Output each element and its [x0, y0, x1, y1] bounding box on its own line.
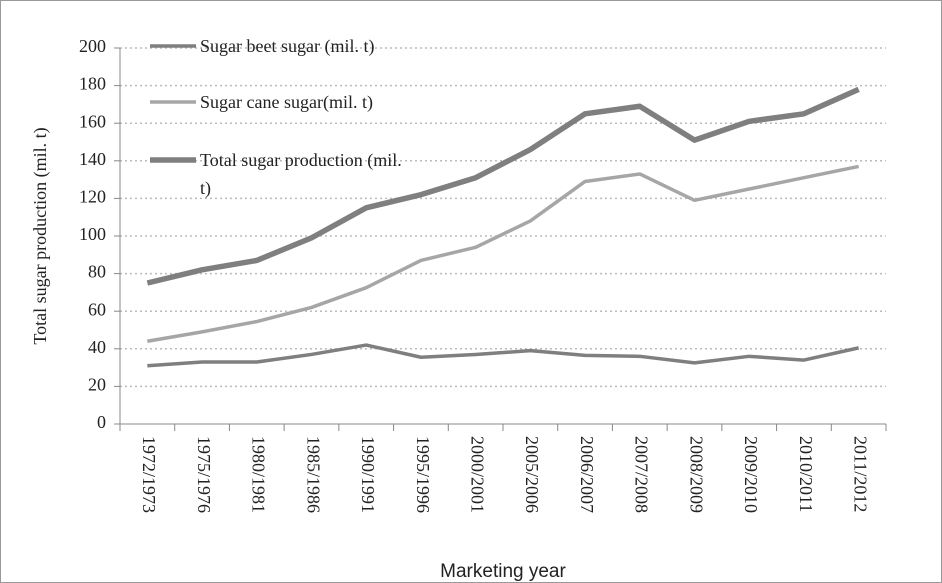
- legend-label: Sugar cane sugar(mil. t): [200, 92, 373, 112]
- y-tick-label: 60: [88, 299, 106, 319]
- x-tick-label: 2007/2008: [632, 436, 652, 513]
- series-line: [147, 343, 860, 368]
- x-tick-label: 1985/1986: [303, 436, 323, 513]
- y-tick-label: 100: [79, 224, 106, 244]
- y-axis-label: Total sugar production (mil. t): [30, 127, 51, 344]
- x-tick-label: 1995/1996: [413, 436, 433, 513]
- legend-label: Total sugar production (mil. t): [200, 150, 402, 198]
- x-tick-label: 2010/2011: [796, 436, 816, 512]
- x-tick-label: 1980/1981: [249, 436, 269, 513]
- x-tick-label: 2000/2001: [468, 436, 488, 513]
- x-tick-label: 1975/1976: [194, 436, 214, 513]
- y-tick-label: 20: [88, 375, 106, 395]
- x-tick-label: 1972/1973: [139, 436, 159, 513]
- y-tick-label: 0: [97, 412, 106, 432]
- series-line: [147, 164, 859, 344]
- x-tick-label: 2005/2006: [522, 436, 542, 513]
- y-tick-label: 120: [79, 187, 106, 207]
- y-tick-label: 80: [88, 262, 106, 282]
- x-tick-label: 2008/2009: [686, 436, 706, 513]
- y-tick-label: 40: [88, 337, 106, 357]
- x-axis-label: Marketing year: [440, 561, 566, 582]
- y-tick-label: 140: [79, 149, 106, 169]
- series-line: [146, 86, 860, 286]
- x-tick-label: 2009/2010: [741, 436, 761, 513]
- y-tick-label: 180: [79, 74, 106, 94]
- x-tick-label: 2011/2012: [851, 436, 871, 512]
- x-tick-label: 1990/1991: [358, 436, 378, 513]
- y-tick-label: 200: [79, 36, 106, 56]
- y-tick-label: 160: [79, 111, 106, 131]
- legend-label: Sugar beet sugar (mil. t): [200, 36, 375, 56]
- x-tick-label: 2006/2007: [577, 436, 597, 513]
